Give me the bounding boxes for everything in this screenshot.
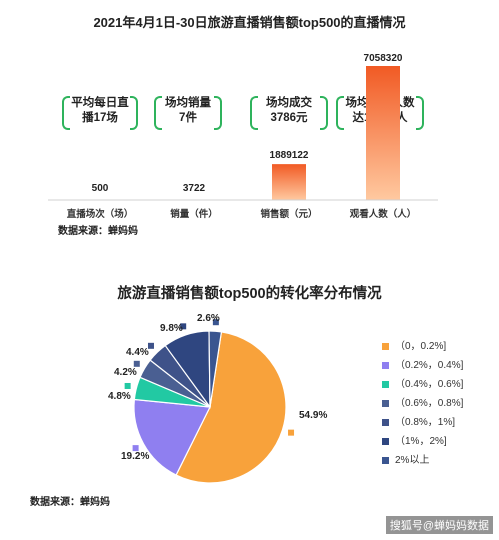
callout-brace-left bbox=[154, 96, 162, 130]
pie-slice-0 bbox=[175, 331, 287, 484]
pie-marker-5 bbox=[180, 323, 187, 330]
legend-swatch bbox=[382, 399, 389, 407]
legend-label: （0，0.2%] bbox=[395, 341, 447, 352]
legend-item: （0.2%，0.4%] bbox=[382, 359, 463, 373]
legend-swatch bbox=[382, 361, 389, 369]
callout-brace-right bbox=[130, 96, 138, 130]
legend-item: （0.4%，0.6%] bbox=[382, 378, 463, 392]
legend-label: （0.8%，1%] bbox=[395, 417, 456, 428]
legend-swatch bbox=[382, 456, 389, 464]
callout-brace-right bbox=[320, 96, 328, 130]
bar-chart-plot bbox=[48, 66, 438, 201]
legend-label: （1%，2%] bbox=[395, 436, 447, 447]
bar-value-label: 1889122 bbox=[269, 150, 309, 161]
pie-marker-1 bbox=[132, 445, 139, 452]
pie-marker-2 bbox=[124, 382, 131, 389]
pie-slice-6 bbox=[208, 330, 223, 408]
callout-text: 场均成交3786元 bbox=[266, 97, 312, 124]
bar-3 bbox=[366, 66, 400, 200]
bar-value-label: 7058320 bbox=[363, 53, 403, 64]
data-source-bottom: 数据来源：蝉妈妈 bbox=[30, 497, 110, 508]
bar-2 bbox=[272, 164, 306, 200]
pie-label-1: 19.2% bbox=[121, 451, 150, 462]
callout-brace-left bbox=[62, 96, 70, 130]
legend-item: （0.6%，0.8%] bbox=[382, 397, 463, 411]
pie-marker-3 bbox=[133, 360, 140, 367]
bar-chart-title: 2021年4月1日-30日旅游直播销售额top500的直播情况 bbox=[93, 15, 406, 30]
x-tick-label: 销量（件） bbox=[170, 209, 218, 220]
callout-daily-streams: 平均每日直播17场 bbox=[62, 96, 138, 130]
watermark: 搜狐号@蝉妈妈数据 bbox=[385, 516, 493, 534]
legend-swatch bbox=[382, 342, 389, 350]
legend-item: 2%以上 bbox=[382, 454, 429, 468]
legend-swatch bbox=[382, 418, 389, 426]
pie-label-5: 9.8% bbox=[160, 323, 183, 334]
callout-brace-left bbox=[250, 96, 258, 130]
callout-brace-right bbox=[416, 96, 424, 130]
legend-item: （0.8%，1%] bbox=[382, 416, 455, 430]
callout-brace-right bbox=[214, 96, 222, 130]
pie-marker-6 bbox=[212, 319, 219, 326]
x-tick-label: 销售额（元） bbox=[260, 209, 318, 220]
pie-label-0: 54.9% bbox=[299, 410, 328, 421]
callout-brace-left bbox=[336, 96, 344, 130]
legend-swatch bbox=[382, 380, 389, 388]
legend-label: 2%以上 bbox=[395, 455, 430, 466]
legend-label: （0.2%，0.4%] bbox=[395, 360, 464, 371]
legend-label: （0.6%，0.8%] bbox=[395, 398, 464, 409]
bar-value-label: 500 bbox=[91, 183, 109, 194]
pie-label-4: 4.4% bbox=[126, 347, 149, 358]
legend-item: （0，0.2%] bbox=[382, 340, 446, 354]
pie-marker-4 bbox=[147, 342, 154, 349]
legend-item: （1%，2%] bbox=[382, 435, 447, 449]
x-tick-label: 直播场次（场） bbox=[66, 209, 134, 220]
callout-avg-revenue: 场均成交3786元 bbox=[250, 96, 328, 130]
pie-slice-1 bbox=[133, 398, 211, 476]
pie-label-6: 2.6% bbox=[197, 313, 220, 324]
callout-text: 场均销量7件 bbox=[165, 97, 211, 124]
legend-swatch bbox=[382, 437, 389, 445]
data-source-top: 数据来源：蝉妈妈 bbox=[58, 226, 138, 237]
callout-text: 平均每日直播17场 bbox=[71, 97, 129, 124]
pie-label-2: 4.8% bbox=[108, 391, 131, 402]
callout-avg-sales: 场均销量7件 bbox=[154, 96, 222, 130]
pie-label-3: 4.2% bbox=[114, 367, 137, 378]
x-tick-label: 观看人数（人） bbox=[349, 209, 417, 220]
legend-label: （0.4%，0.6%] bbox=[395, 379, 464, 390]
pie-chart-title: 旅游直播销售额top500的转化率分布情况 bbox=[117, 286, 382, 302]
bar-value-label: 3722 bbox=[182, 183, 206, 194]
pie-marker-0 bbox=[288, 429, 295, 436]
